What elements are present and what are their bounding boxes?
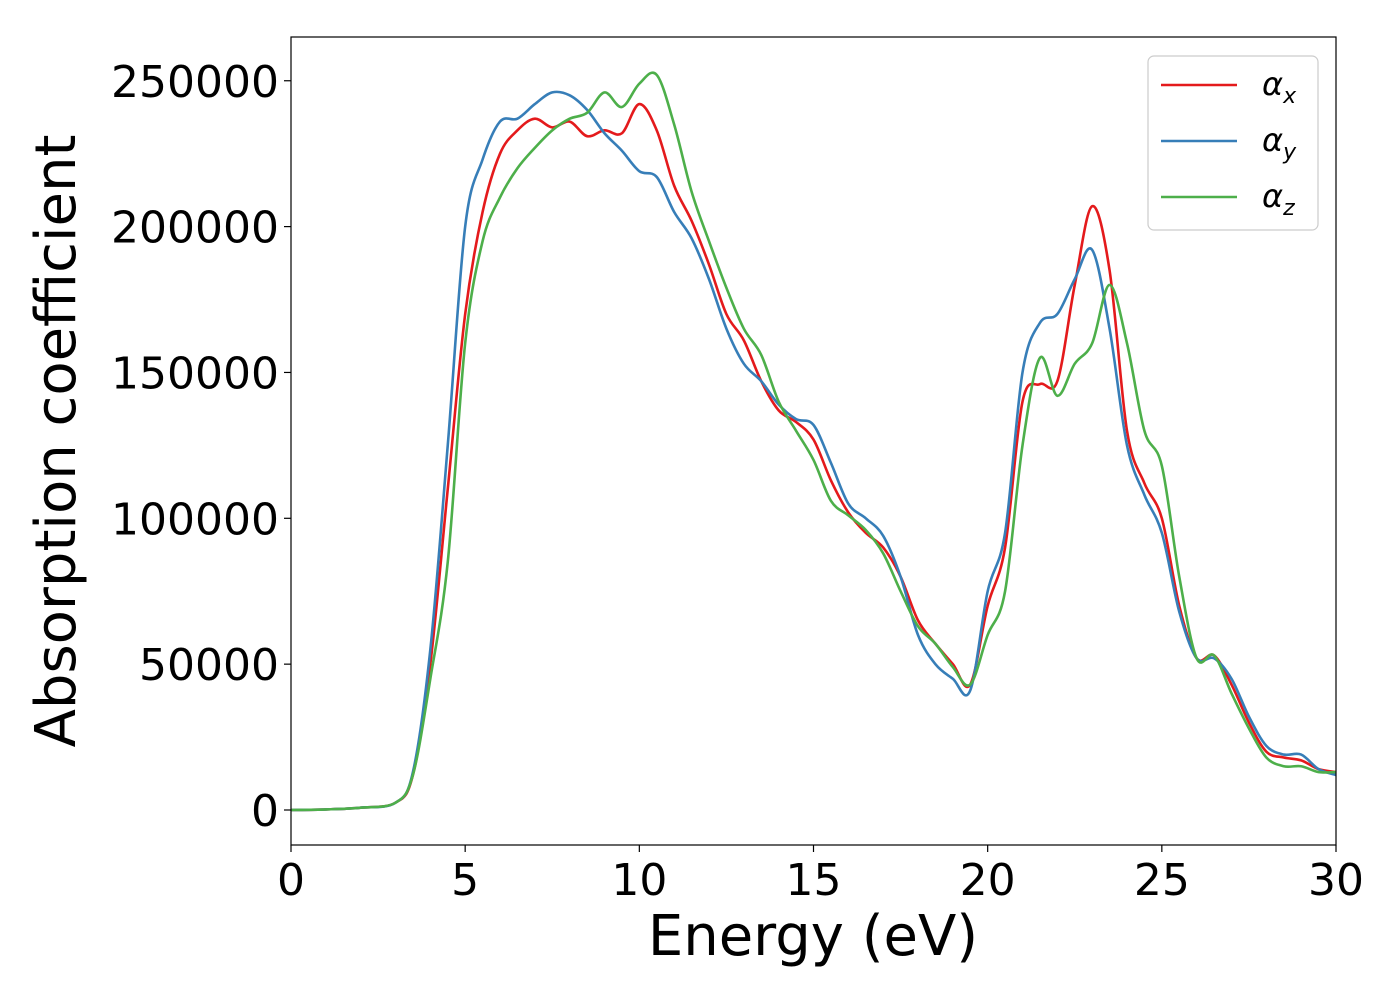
x-tick-label: 20 [960, 855, 1016, 906]
y-axis-ticks: 0 50000 100000 150000 200000 250000 [111, 57, 291, 837]
y-tick-label: 50000 [139, 640, 279, 691]
x-tick-label: 10 [611, 855, 667, 906]
x-axis-label: Energy (eV) [648, 904, 978, 969]
legend-entries: αx αy αz [1161, 65, 1297, 221]
series-line-y [291, 90, 1336, 812]
legend-frame [1147, 55, 1319, 231]
x-tick-label: 5 [451, 855, 479, 906]
y-tick-label: 0 [251, 786, 279, 837]
x-tick-label: 15 [786, 855, 842, 906]
x-tick-label: 25 [1134, 855, 1190, 906]
x-axis-ticks: 0 5 10 15 20 25 30 [277, 845, 1364, 906]
legend-label-y: αy [1262, 121, 1297, 165]
series-layer [291, 71, 1336, 812]
series-line-x [291, 102, 1336, 812]
y-tick-label: 250000 [111, 57, 279, 108]
legend: αx αy αz [1147, 55, 1319, 231]
y-tick-label: 200000 [111, 203, 279, 254]
legend-label-x: αx [1262, 65, 1297, 109]
y-axis-label: Absorption coefficient [24, 135, 89, 748]
legend-label-z: αz [1262, 177, 1295, 221]
y-tick-label: 100000 [111, 494, 279, 545]
x-tick-label: 0 [277, 855, 305, 906]
series-line-z [291, 71, 1336, 812]
y-tick-label: 150000 [111, 348, 279, 399]
x-tick-label: 30 [1308, 855, 1364, 906]
